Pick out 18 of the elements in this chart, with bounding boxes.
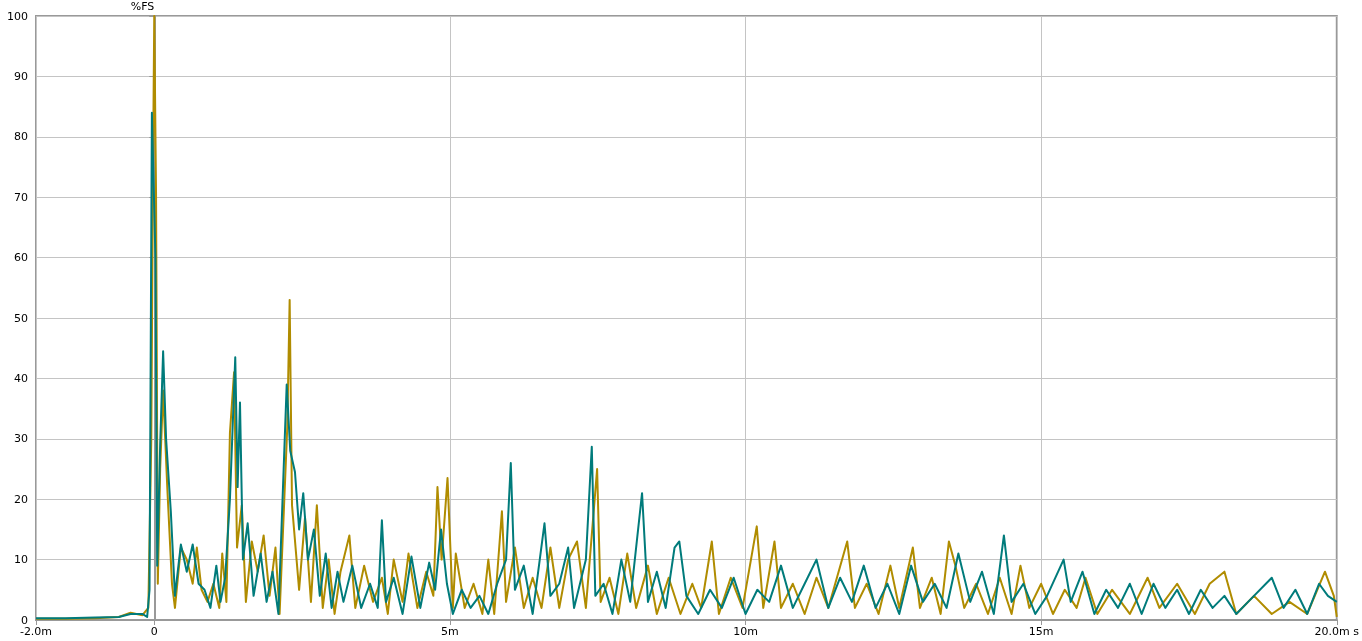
y-tick-label: 90 bbox=[14, 69, 28, 83]
y-tick-label: 0 bbox=[21, 613, 28, 627]
y-tick-label: 80 bbox=[14, 130, 28, 144]
x-tick-label: 0 bbox=[150, 625, 158, 638]
y-tick-label: 50 bbox=[14, 311, 28, 325]
y-axis-title: %FS bbox=[130, 0, 155, 13]
y-tick-label: 20 bbox=[14, 492, 28, 506]
x-tick-label: 20.0m s bbox=[1314, 625, 1360, 638]
x-tick-label: 10m bbox=[733, 625, 758, 638]
x-tick-label: 15m bbox=[1028, 625, 1054, 638]
x-tick-label: 5m bbox=[441, 625, 459, 638]
y-tick-label: 100 bbox=[7, 9, 28, 23]
y-tick-label: 60 bbox=[14, 251, 28, 265]
y-tick-label: 40 bbox=[14, 371, 28, 385]
x-tick-label: -2.0m bbox=[19, 625, 53, 638]
y-tick-label: 10 bbox=[14, 553, 28, 567]
y-tick-label: 30 bbox=[14, 432, 28, 446]
y-tick-label: 70 bbox=[14, 190, 28, 204]
